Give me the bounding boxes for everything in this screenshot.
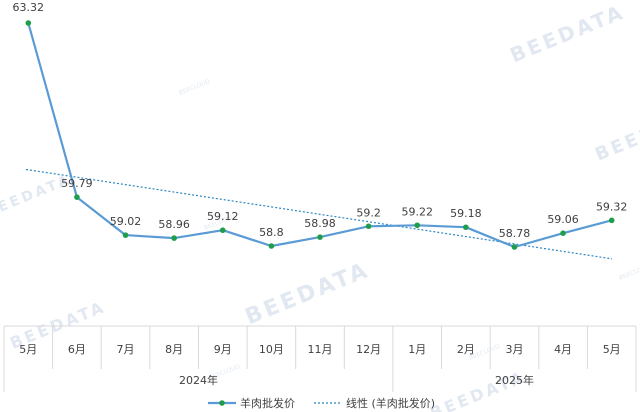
x-tick-label: 9月 <box>214 343 232 356</box>
watermark-sub: BEECLOUD <box>178 78 211 97</box>
data-label: 58.78 <box>499 227 531 240</box>
data-point <box>560 230 566 236</box>
x-tick-label: 4月 <box>554 343 572 356</box>
data-point <box>25 20 32 26</box>
x-tick-label: 1月 <box>408 343 426 356</box>
x-tick-label: 7月 <box>117 343 135 356</box>
year-label: 2025年 <box>495 373 534 387</box>
watermark-text: BEEDATA <box>506 0 628 67</box>
watermark-text: BEEDATA <box>242 258 374 331</box>
x-tick-label: 12月 <box>356 343 381 356</box>
data-label: 59.18 <box>450 207 482 220</box>
data-label: 59.06 <box>547 213 579 226</box>
watermark-sub: BEECLOUD <box>618 263 640 282</box>
x-tick-label: 2月 <box>457 343 475 356</box>
data-label: 59.22 <box>401 205 433 218</box>
data-point <box>219 227 226 234</box>
year-label: 2024年 <box>179 373 218 387</box>
data-point <box>268 243 275 249</box>
data-label: 59.32 <box>596 200 628 213</box>
data-label: 58.98 <box>304 217 336 230</box>
data-point <box>171 235 177 241</box>
data-point <box>317 234 323 240</box>
trendline <box>25 168 613 260</box>
x-tick-label: 8月 <box>165 343 183 356</box>
data-point <box>414 222 421 229</box>
x-tick-label: 5月 <box>603 343 621 356</box>
data-label: 59.2 <box>356 206 381 219</box>
data-point <box>463 224 469 231</box>
x-tick-label: 11月 <box>308 343 333 356</box>
data-label: 59.12 <box>207 210 239 223</box>
data-label: 59.79 <box>61 177 93 190</box>
watermark-text: BEEDATA <box>592 104 640 165</box>
data-point <box>74 194 80 200</box>
data-point <box>122 232 129 238</box>
x-tick-label: 3月 <box>505 343 523 356</box>
data-label: 58.8 <box>259 226 284 239</box>
data-label: 63.32 <box>13 1 45 14</box>
legend-trendline-label: 线性 (羊肉批发价) <box>346 396 435 410</box>
data-point <box>511 244 518 250</box>
x-tick-label: 5月 <box>19 343 37 356</box>
data-point <box>608 217 615 224</box>
legend-series-label: 羊肉批发价 <box>240 396 295 410</box>
data-point <box>365 223 372 230</box>
x-tick-label: 6月 <box>68 343 86 356</box>
x-tick-label: 10月 <box>259 343 284 356</box>
data-label: 59.02 <box>110 215 142 228</box>
legend-series-marker <box>219 400 225 406</box>
data-label: 58.96 <box>158 218 190 231</box>
